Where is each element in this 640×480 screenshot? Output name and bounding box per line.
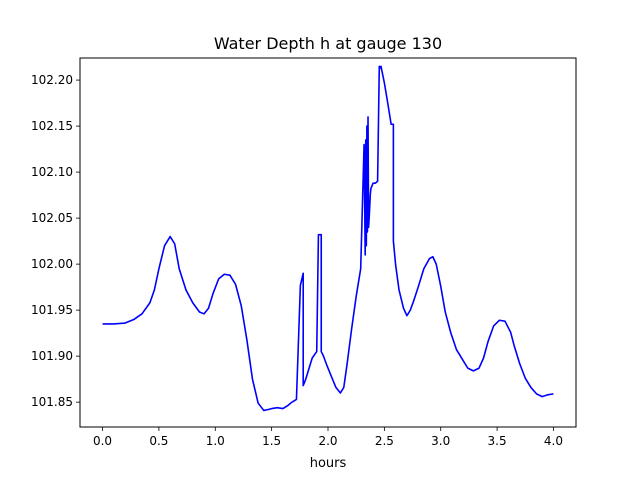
y-axis-ticks: 101.85 101.90 101.95 102.00 102.05 102.10 102.… bbox=[31, 73, 80, 409]
y-tick-label: 101.90 bbox=[31, 349, 73, 363]
y-tick-label: 102.20 bbox=[31, 73, 73, 87]
x-tick-label: 1.0 bbox=[206, 434, 225, 448]
y-tick-label: 102.05 bbox=[31, 211, 73, 225]
x-axis-label: hours bbox=[310, 456, 347, 471]
y-tick-label: 102.00 bbox=[31, 257, 73, 271]
chart-title: Water Depth h at gauge 130 bbox=[214, 34, 442, 53]
y-tick-label: 101.85 bbox=[31, 395, 73, 409]
x-tick-label: 2.0 bbox=[318, 434, 337, 448]
y-tick-label: 102.10 bbox=[31, 165, 73, 179]
x-tick-label: 3.5 bbox=[488, 434, 507, 448]
series-line-0 bbox=[102, 65, 554, 412]
x-tick-label: 1.5 bbox=[262, 434, 281, 448]
plot-area: 0.0 0.5 1.0 1.5 2.0 2.5 3.0 3.5 4.0 101.85 101.90… bbox=[31, 57, 577, 448]
x-axis-ticks: 0.0 0.5 1.0 1.5 2.0 2.5 3.0 3.5 4.0 bbox=[93, 427, 563, 448]
y-tick-label: 102.15 bbox=[31, 119, 73, 133]
x-tick-label: 2.5 bbox=[375, 434, 394, 448]
x-tick-label: 0.5 bbox=[149, 434, 168, 448]
x-tick-label: 3.0 bbox=[431, 434, 450, 448]
x-tick-label: 4.0 bbox=[544, 434, 563, 448]
y-tick-label: 101.95 bbox=[31, 303, 73, 317]
x-tick-label: 0.0 bbox=[93, 434, 112, 448]
series-layer bbox=[102, 65, 554, 412]
